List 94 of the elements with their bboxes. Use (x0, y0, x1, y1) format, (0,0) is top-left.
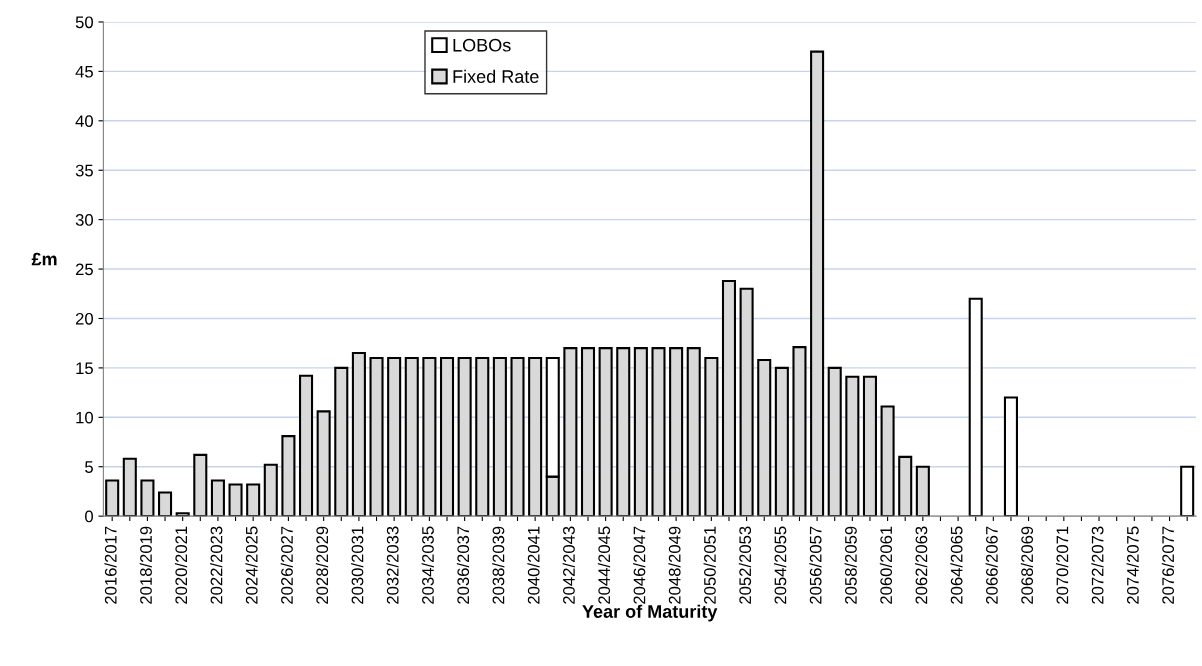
bar (404, 356, 419, 517)
x-tick-label: 2062/2063 (915, 526, 928, 604)
y-tick-label: 15 (76, 362, 93, 375)
bar (616, 347, 631, 517)
x-tick-label: 2028/2029 (315, 526, 329, 604)
y-tick-label: 5 (85, 461, 93, 473)
bar (845, 375, 860, 517)
bar (757, 358, 772, 517)
y-tick-label: 0 (85, 510, 93, 523)
x-tick-label: 2054/2055 (774, 526, 787, 604)
bar (158, 491, 173, 517)
y-tick-label: 25 (75, 263, 93, 276)
x-tick-label: 2048/2049 (668, 526, 681, 604)
x-tick-label: 2032/2033 (386, 526, 399, 604)
y-tick-label: 20 (75, 312, 93, 325)
bar (563, 347, 578, 517)
bar (492, 356, 507, 517)
legend-label: Fixed Rate (453, 69, 539, 83)
bar (1003, 396, 1018, 517)
bar (810, 50, 825, 517)
bar (439, 356, 455, 517)
x-tick-label: 2052/2053 (738, 526, 752, 604)
bar (686, 347, 701, 517)
x-axis-title: Year of Maturity (582, 604, 718, 622)
bar (246, 483, 261, 517)
x-tick-label: 2070/2071 (1056, 526, 1069, 604)
x-tick-label: 2058/2059 (844, 526, 857, 604)
x-tick-label: 2038/2039 (492, 526, 505, 604)
x-tick-label: 2026/2027 (280, 526, 293, 604)
x-tick-label: 2068/2069 (1020, 526, 1034, 604)
bar (263, 463, 278, 517)
x-tick-label: 2042/2043 (562, 526, 575, 604)
y-tick-label: 40 (75, 115, 93, 128)
bar (210, 479, 225, 517)
x-tick-label: 2050/2051 (703, 526, 716, 604)
bar (387, 356, 402, 517)
bar (1180, 465, 1195, 517)
x-tick-label: 2064/2065 (950, 526, 963, 604)
bar (422, 356, 437, 517)
bar (739, 287, 754, 517)
x-tick-label: 2056/2057 (809, 526, 822, 604)
x-tick-label: 2016/2017 (104, 526, 117, 604)
bar (651, 347, 666, 517)
bar (299, 374, 314, 517)
x-tick-label: 2066/2067 (985, 526, 998, 604)
x-tick-label: 2034/2035 (421, 526, 434, 604)
bar (704, 356, 719, 517)
bar (528, 356, 543, 517)
bar (334, 366, 349, 517)
bar (281, 435, 296, 517)
x-tick-label: 2072/2073 (1091, 526, 1104, 604)
x-tick-label: 2040/2041 (527, 526, 540, 604)
y-axis-title: £m (31, 252, 57, 266)
x-tick-label: 2030/2031 (351, 526, 364, 604)
bar (880, 405, 895, 517)
bar (580, 347, 596, 517)
bar (351, 352, 366, 517)
bar (193, 453, 208, 517)
x-tick-label: 2022/2023 (210, 526, 223, 604)
bar (457, 356, 472, 517)
bar (721, 279, 737, 517)
x-tick-label: 2020/2021 (174, 526, 188, 604)
x-tick-label: 2018/2019 (139, 526, 152, 604)
x-tick-label: 2076/2077 (1161, 526, 1175, 604)
y-tick-label: 35 (75, 164, 93, 177)
x-tick-label: 2060/2061 (879, 526, 893, 604)
bar (510, 356, 525, 517)
legend-label: LOBOs (453, 38, 511, 52)
y-tick-label: 30 (75, 214, 93, 226)
bar (122, 457, 137, 517)
x-tick-label: 2074/2075 (1126, 526, 1139, 604)
bar (862, 375, 877, 517)
bar (105, 479, 120, 517)
x-tick-label: 2036/2037 (456, 526, 470, 604)
bar (669, 347, 684, 517)
x-tick-label: 2044/2045 (597, 526, 611, 604)
bar (633, 347, 648, 517)
bar (898, 455, 913, 517)
x-tick-label: 2024/2025 (245, 526, 258, 604)
bar (598, 347, 613, 517)
y-tick-label: 50 (75, 16, 93, 29)
bar (140, 479, 155, 517)
y-tick-label: 10 (76, 411, 93, 424)
bar (774, 366, 789, 517)
bar (827, 366, 842, 517)
x-tick-label: 2046/2047 (633, 526, 646, 604)
bar (968, 297, 983, 517)
bar (915, 465, 930, 517)
bar (792, 346, 807, 517)
bar (369, 356, 384, 517)
bar (475, 356, 490, 517)
bar (228, 483, 243, 517)
y-tick-label: 45 (75, 65, 93, 78)
bar (316, 410, 331, 517)
